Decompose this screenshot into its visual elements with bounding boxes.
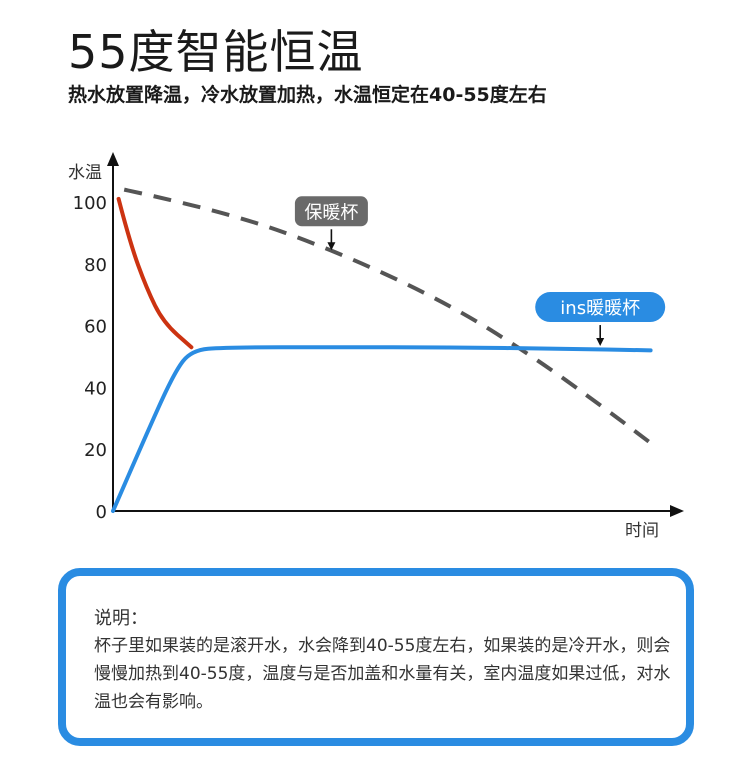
annotation-label: 保暖杯 [304,202,358,223]
x-axis-arrow [670,505,684,517]
series-line-0 [123,187,652,445]
explanation-box: 说明： 杯子里如果装的是滚开水，水会降到40-55度左右，如果装的是冷开水，则会… [58,568,694,746]
y-axis-arrow [107,152,119,166]
annotation-label: ins暖暖杯 [560,298,640,319]
series-line-1 [111,345,653,513]
y-tick-label: 60 [84,317,107,338]
y-axis-label: 水温 [68,163,102,183]
y-tick-labels: 0 20 40 60 80 100 [73,193,107,523]
y-tick-label: 100 [73,193,107,214]
annotation-arrowhead [327,242,336,251]
annotation-arrowhead [596,338,605,347]
chart-series [111,187,653,513]
chart-annotations: 保暖杯 ins暖暖杯 [294,196,666,347]
y-tick-label: 80 [84,255,107,276]
x-axis-label: 时间 [625,521,659,541]
y-tick-label: 40 [84,378,107,399]
series-line-2 [116,196,194,350]
explanation-title: 说明： [94,608,148,629]
y-tick-label: 0 [96,502,107,523]
page-subtitle: 热水放置降温，冷水放置加热，水温恒定在40-55度左右 [68,84,547,106]
y-tick-label: 20 [84,440,107,461]
explanation-text: 杯子里如果装的是滚开水，水会降到40-55度左右，如果装的是冷开水，则会慢慢加热… [94,636,671,712]
page-title: 55度智能恒温 [68,25,364,79]
annotation-bubble [535,292,666,323]
annotation-bubble [294,196,368,227]
